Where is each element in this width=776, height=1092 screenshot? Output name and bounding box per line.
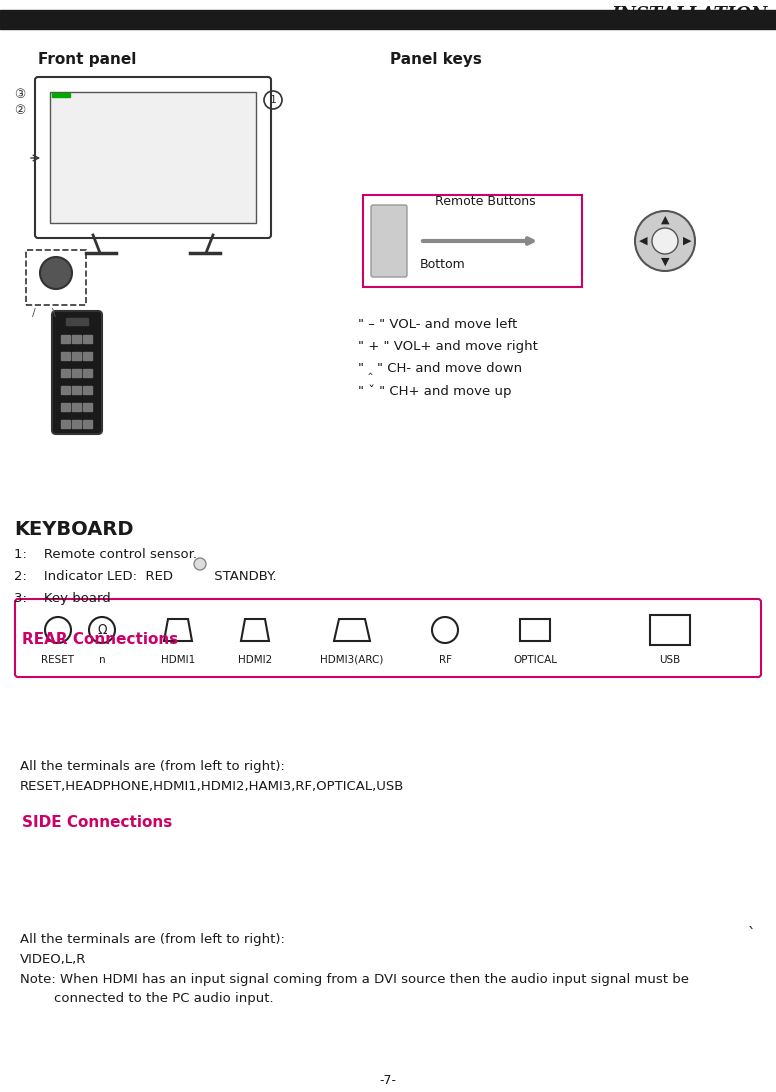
Bar — [650, 615, 690, 645]
Bar — [52, 93, 70, 97]
FancyBboxPatch shape — [371, 205, 407, 277]
Text: ③: ③ — [15, 88, 26, 102]
Text: -7-: -7- — [379, 1075, 397, 1087]
Text: ②: ② — [15, 104, 26, 117]
Text: ▶: ▶ — [683, 236, 691, 246]
Text: STANDBY.: STANDBY. — [210, 570, 276, 583]
Text: RESET,HEADPHONE,HDMI1,HDMI2,HAMI3,RF,OPTICAL,USB: RESET,HEADPHONE,HDMI1,HDMI2,HAMI3,RF,OPT… — [20, 780, 404, 793]
Text: Front panel: Front panel — [38, 52, 137, 67]
Bar — [61, 385, 70, 394]
Bar — [72, 403, 81, 411]
Text: HDMI3(ARC): HDMI3(ARC) — [320, 655, 383, 665]
Bar — [72, 335, 81, 343]
Text: Note: When HDMI has an input signal coming from a DVI source then the audio inpu: Note: When HDMI has an input signal comi… — [20, 973, 689, 986]
Text: 3:    Key board: 3: Key board — [14, 592, 111, 605]
Text: VIDEO,L,R: VIDEO,L,R — [20, 953, 86, 966]
Text: OPTICAL: OPTICAL — [513, 655, 557, 665]
Text: SIDE Connections: SIDE Connections — [22, 815, 172, 830]
Text: All the terminals are (from left to right):: All the terminals are (from left to righ… — [20, 760, 285, 773]
Text: INSTALLATION: INSTALLATION — [611, 5, 768, 24]
Circle shape — [652, 228, 678, 254]
Bar — [83, 420, 92, 428]
Bar — [83, 403, 92, 411]
Circle shape — [194, 558, 206, 570]
Text: 1:    Remote control sensor.: 1: Remote control sensor. — [14, 548, 197, 561]
Text: /: / — [32, 308, 36, 318]
Text: ◀: ◀ — [639, 236, 647, 246]
Text: RESET: RESET — [41, 655, 74, 665]
Text: HDMI2: HDMI2 — [238, 655, 272, 665]
FancyBboxPatch shape — [35, 78, 271, 238]
Text: 2:    Indicator LED:  RED: 2: Indicator LED: RED — [14, 570, 173, 583]
Text: " ‸ " CH- and move down: " ‸ " CH- and move down — [358, 363, 522, 375]
Bar — [83, 385, 92, 394]
Text: \: \ — [52, 308, 56, 318]
Circle shape — [45, 617, 71, 643]
Text: Panel keys: Panel keys — [390, 52, 482, 67]
FancyBboxPatch shape — [363, 195, 582, 287]
Bar — [72, 369, 81, 377]
Circle shape — [89, 617, 115, 643]
Circle shape — [635, 211, 695, 271]
Bar — [72, 385, 81, 394]
Text: ▼: ▼ — [660, 257, 669, 268]
Bar — [83, 335, 92, 343]
Polygon shape — [241, 619, 269, 641]
Text: " ˇ " CH+ and move up: " ˇ " CH+ and move up — [358, 384, 511, 397]
Bar — [0, 10, 776, 28]
Circle shape — [432, 617, 458, 643]
Bar — [61, 403, 70, 411]
Circle shape — [40, 257, 72, 289]
Text: " – " VOL- and move left: " – " VOL- and move left — [358, 318, 518, 331]
Bar — [72, 420, 81, 428]
Text: ▲: ▲ — [660, 215, 669, 225]
Text: 1: 1 — [269, 95, 276, 105]
Bar — [520, 619, 550, 641]
FancyBboxPatch shape — [15, 600, 761, 677]
Polygon shape — [164, 619, 192, 641]
Text: RF: RF — [438, 655, 452, 665]
Text: " + " VOL+ and move right: " + " VOL+ and move right — [358, 340, 538, 353]
Bar — [61, 352, 70, 360]
Text: Remote Buttons: Remote Buttons — [435, 195, 535, 207]
Bar — [72, 352, 81, 360]
FancyBboxPatch shape — [52, 311, 102, 434]
Text: REAR Connections: REAR Connections — [22, 632, 178, 646]
Bar — [61, 369, 70, 377]
Text: USB: USB — [660, 655, 681, 665]
Bar — [83, 369, 92, 377]
Bar — [26, 250, 86, 305]
Text: All the terminals are (from left to right):: All the terminals are (from left to righ… — [20, 933, 285, 946]
Text: `: ` — [748, 927, 756, 942]
Text: connected to the PC audio input.: connected to the PC audio input. — [20, 992, 274, 1005]
Bar — [61, 420, 70, 428]
Polygon shape — [334, 619, 370, 641]
Bar — [50, 92, 256, 223]
Bar — [83, 352, 92, 360]
Text: KEYBOARD: KEYBOARD — [14, 520, 133, 539]
Text: Bottom: Bottom — [420, 258, 466, 271]
Text: Ω: Ω — [97, 624, 107, 637]
Text: n: n — [99, 655, 106, 665]
Bar — [66, 318, 88, 325]
Bar — [61, 335, 70, 343]
Text: HDMI1: HDMI1 — [161, 655, 195, 665]
